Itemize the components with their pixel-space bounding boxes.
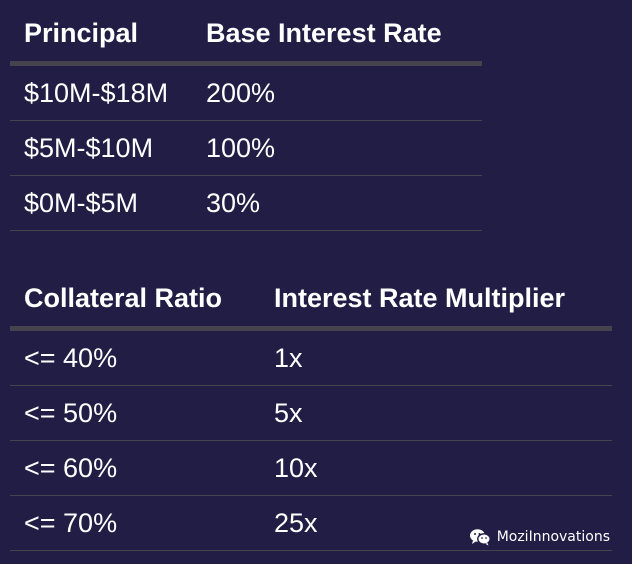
table-header-row: Principal Base Interest Rate bbox=[10, 5, 482, 66]
principal-table: Principal Base Interest Rate $10M-$18M 2… bbox=[10, 5, 482, 231]
principal-cell: $5M-$10M bbox=[10, 120, 192, 176]
collateral-ratio-cell: <= 70% bbox=[10, 495, 260, 551]
base-rate-cell: 100% bbox=[192, 120, 482, 176]
watermark: MoziInnovations bbox=[469, 528, 610, 546]
column-header-principal: Principal bbox=[10, 5, 192, 66]
table-row: <= 40% 1x bbox=[10, 328, 612, 386]
multiplier-cell: 1x bbox=[260, 328, 612, 386]
table-row: <= 70% 25x bbox=[10, 495, 612, 551]
multiplier-cell: 5x bbox=[260, 385, 612, 441]
column-header-interest-rate-multiplier: Interest Rate Multiplier bbox=[260, 270, 612, 331]
table-row: <= 60% 10x bbox=[10, 440, 612, 496]
column-header-collateral-ratio: Collateral Ratio bbox=[10, 270, 260, 331]
column-header-base-interest-rate: Base Interest Rate bbox=[192, 5, 482, 66]
table-header-row: Collateral Ratio Interest Rate Multiplie… bbox=[10, 270, 612, 331]
table-row: $0M-$5M 30% bbox=[10, 175, 482, 231]
table-row: <= 50% 5x bbox=[10, 385, 612, 441]
principal-cell: $0M-$5M bbox=[10, 175, 192, 231]
base-rate-cell: 200% bbox=[192, 63, 482, 121]
collateral-ratio-cell: <= 50% bbox=[10, 385, 260, 441]
base-rate-cell: 30% bbox=[192, 175, 482, 231]
collateral-ratio-cell: <= 40% bbox=[10, 328, 260, 386]
watermark-text: MoziInnovations bbox=[496, 529, 610, 545]
principal-cell: $10M-$18M bbox=[10, 63, 192, 121]
multiplier-cell: 25x bbox=[260, 495, 612, 551]
table-row: $10M-$18M 200% bbox=[10, 63, 482, 121]
collateral-table: Collateral Ratio Interest Rate Multiplie… bbox=[10, 270, 612, 551]
wechat-icon bbox=[469, 528, 491, 546]
multiplier-cell: 10x bbox=[260, 440, 612, 496]
table-row: $5M-$10M 100% bbox=[10, 120, 482, 176]
collateral-ratio-cell: <= 60% bbox=[10, 440, 260, 496]
